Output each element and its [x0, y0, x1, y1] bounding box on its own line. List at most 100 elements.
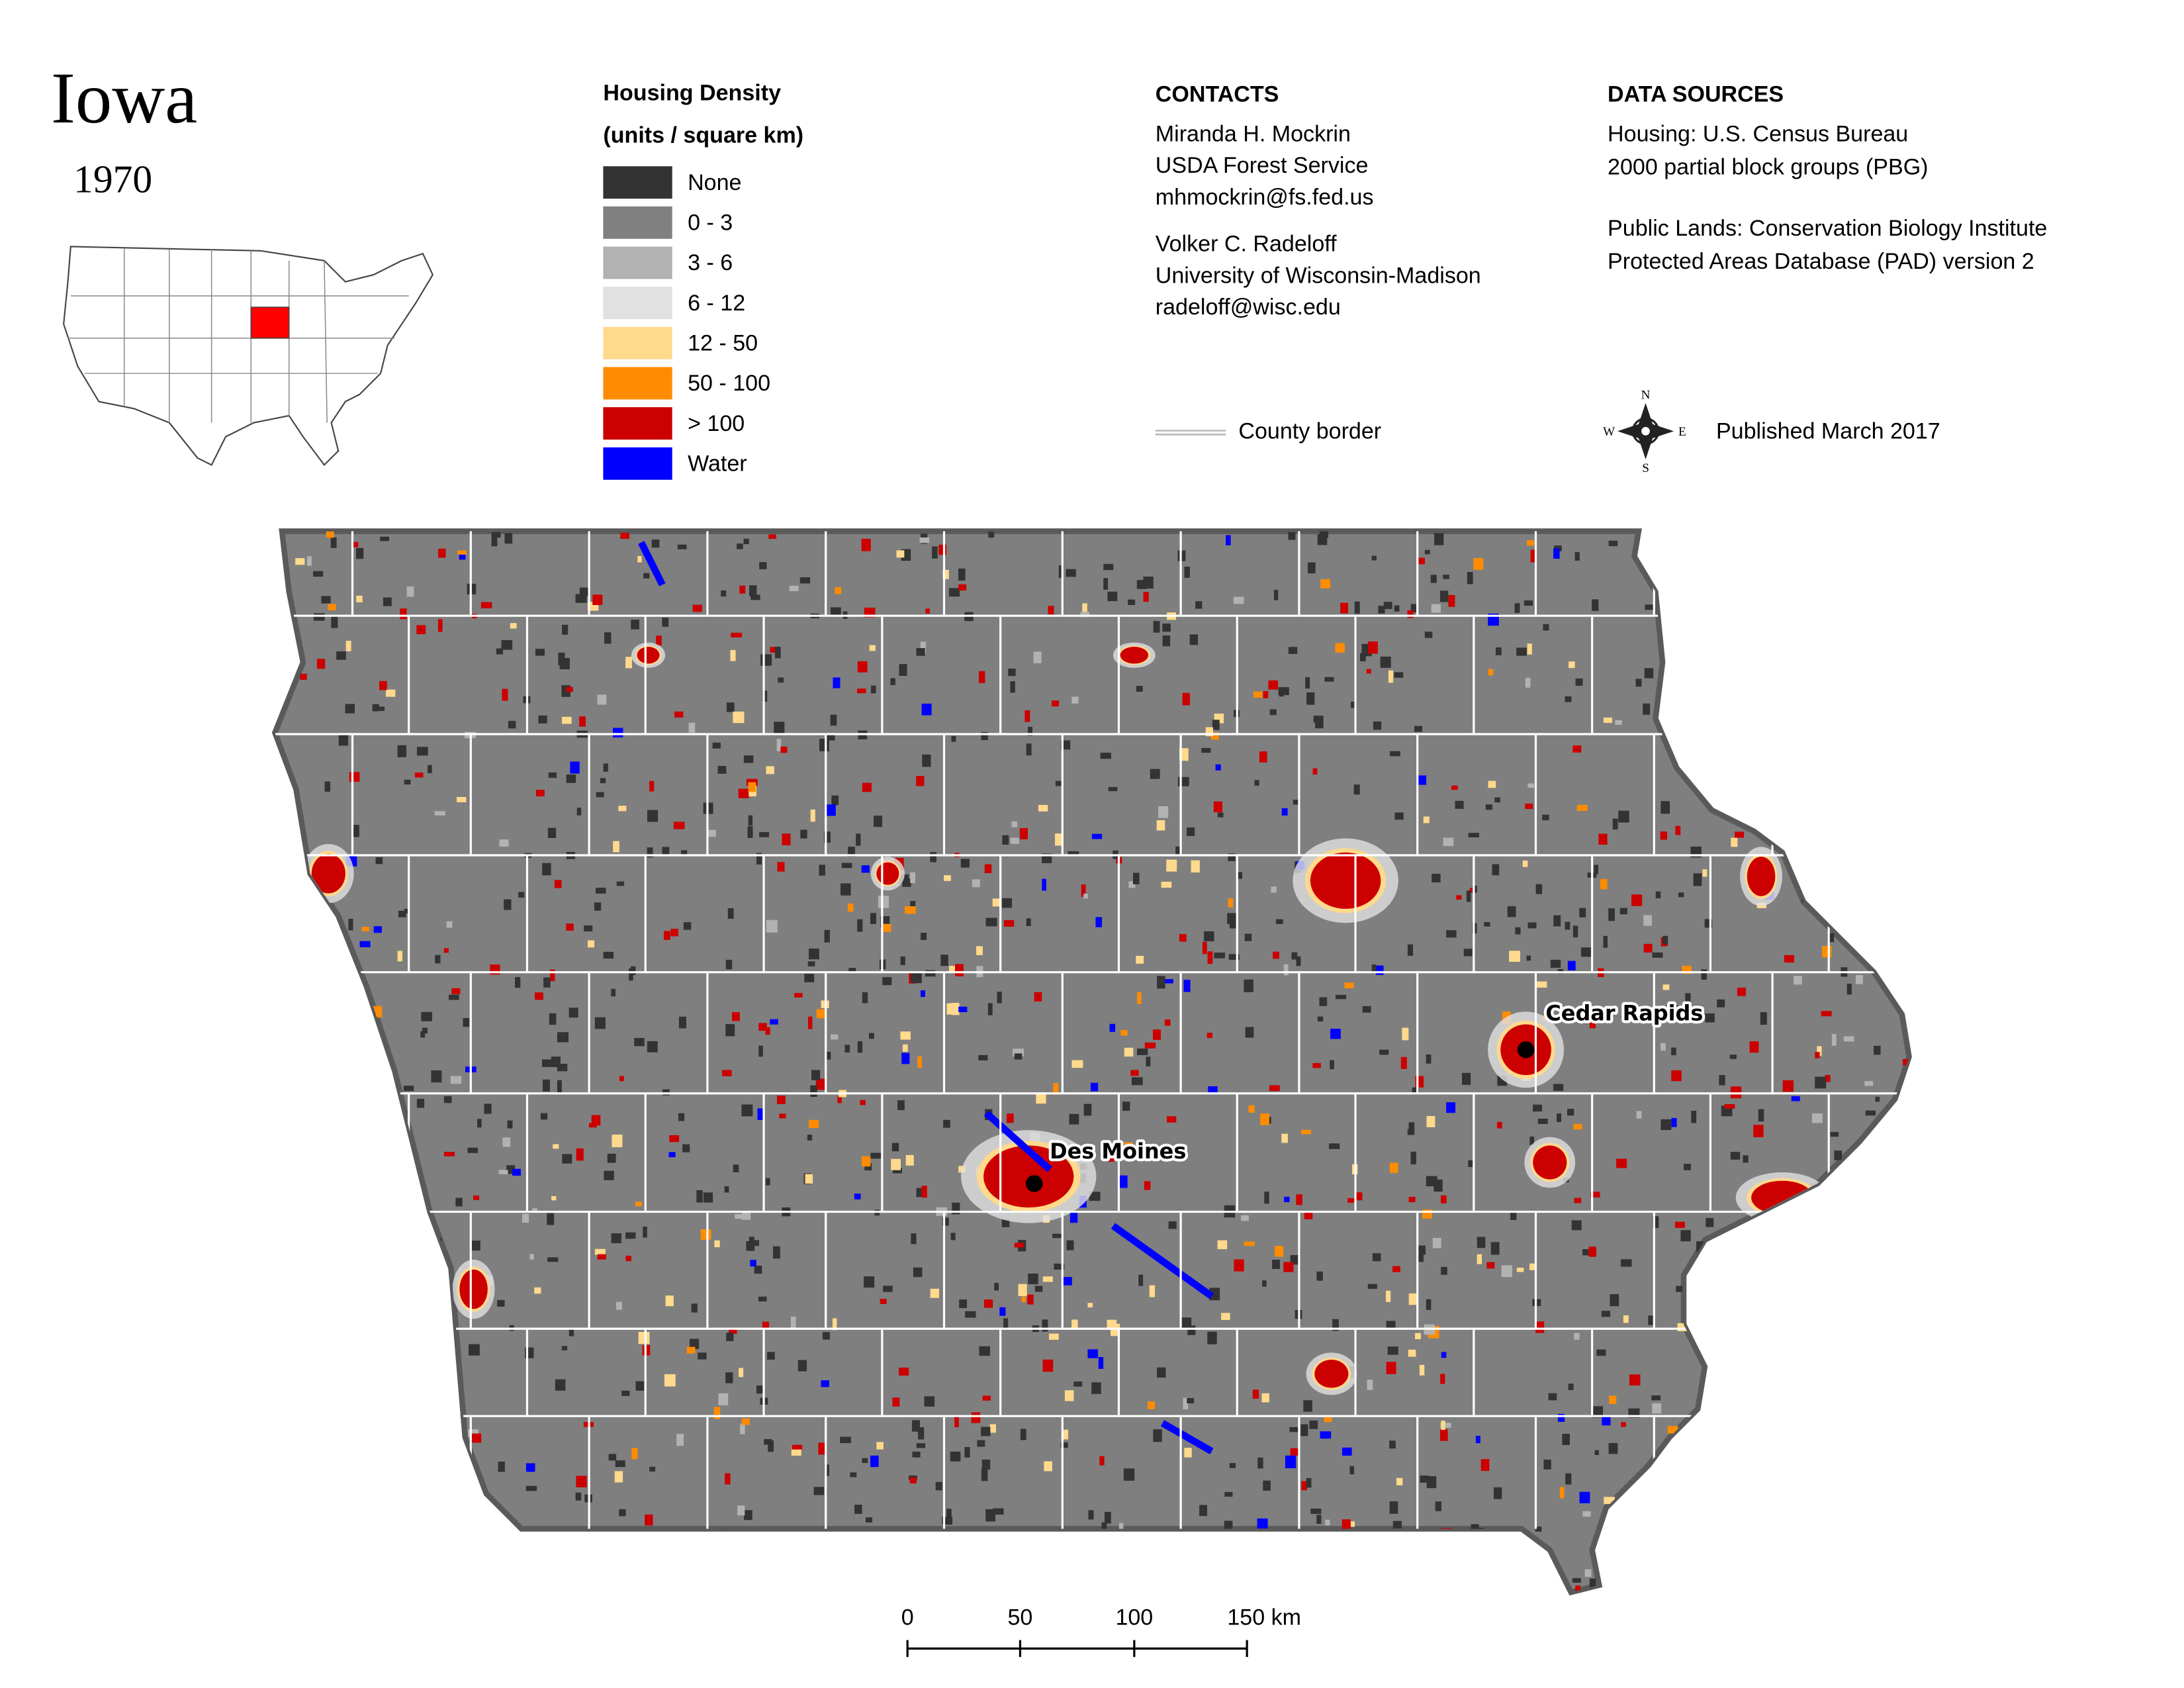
density-cell — [1228, 853, 1236, 861]
density-cell — [1109, 1023, 1116, 1032]
density-cell — [1101, 1522, 1107, 1534]
density-cell — [331, 616, 338, 628]
density-cell — [809, 948, 819, 960]
density-cell — [348, 1039, 359, 1052]
density-cell — [807, 961, 815, 966]
density-cell — [682, 1144, 690, 1152]
density-cell — [435, 955, 441, 964]
density-cell — [1026, 743, 1032, 756]
density-cell — [1432, 873, 1441, 882]
density-cell — [1144, 1181, 1151, 1190]
density-cell — [400, 608, 407, 620]
density-cell — [1720, 729, 1726, 735]
density-cell — [1623, 1315, 1629, 1323]
density-cell — [569, 1008, 578, 1018]
density-cell — [1378, 606, 1385, 614]
density-cell — [328, 1203, 335, 1213]
density-cell — [985, 917, 997, 927]
density-cell — [1543, 1459, 1551, 1470]
density-cell — [726, 1333, 734, 1341]
density-cell — [838, 1589, 849, 1593]
density-cell — [670, 1577, 678, 1589]
density-cell — [1284, 1196, 1290, 1203]
density-cell — [477, 1119, 482, 1128]
contact-line: radeloff@wisc.edu — [1156, 295, 1341, 320]
density-cell — [854, 1505, 862, 1515]
density-cell — [515, 977, 521, 988]
density-cell — [871, 685, 876, 694]
density-cell — [800, 829, 807, 839]
density-cell — [538, 715, 547, 724]
density-cell — [760, 654, 772, 666]
density-cell — [1574, 1333, 1580, 1340]
density-cell — [1797, 1252, 1805, 1265]
density-cell — [1643, 943, 1653, 953]
density-cell — [1281, 808, 1288, 816]
density-cell — [608, 1454, 617, 1461]
density-cell — [1105, 1511, 1111, 1524]
density-cell — [313, 613, 325, 621]
density-cell — [1497, 1121, 1502, 1129]
density-cell — [1305, 677, 1310, 689]
density-cell — [403, 1086, 414, 1092]
density-cell — [557, 1080, 562, 1093]
density-cell — [1590, 1192, 1600, 1198]
density-cell — [956, 1581, 966, 1593]
compass-ring — [1631, 417, 1660, 445]
density-cell — [438, 548, 446, 558]
density-cell — [498, 1170, 508, 1174]
density-cell — [674, 711, 684, 718]
density-cell — [1749, 1041, 1759, 1053]
density-cell — [434, 811, 445, 816]
density-cell — [1073, 1382, 1083, 1387]
density-cell — [348, 1465, 353, 1477]
density-cell — [1488, 669, 1494, 676]
density-cell — [799, 1531, 805, 1536]
density-cell — [1010, 837, 1019, 844]
density-cell — [437, 1507, 446, 1519]
density-cell — [1831, 1034, 1837, 1046]
contact-line: Miranda H. Mockrin — [1156, 121, 1351, 146]
density-cell — [1132, 872, 1140, 884]
density-cell — [1840, 1166, 1846, 1178]
density-cell — [780, 746, 788, 753]
density-cell — [910, 872, 915, 883]
density-cell — [1396, 1477, 1403, 1485]
density-cell — [1340, 602, 1349, 614]
density-cell — [1529, 1263, 1537, 1270]
density-cell — [807, 1135, 813, 1141]
density-cell — [1860, 779, 1872, 785]
density-cell — [1426, 1476, 1437, 1489]
density-cell — [1355, 1192, 1363, 1201]
contact-line: USDA Forest Service — [1156, 153, 1369, 178]
density-cell — [1229, 1463, 1236, 1468]
density-cell — [1234, 1259, 1244, 1272]
density-cell — [329, 1252, 336, 1264]
legend-swatch — [603, 326, 672, 359]
density-cell — [864, 1276, 875, 1288]
density-cell — [1835, 758, 1845, 765]
density-cell — [334, 1297, 344, 1308]
density-cell — [1830, 1132, 1839, 1137]
density-cell — [1466, 890, 1471, 902]
density-cell — [1716, 760, 1722, 766]
density-cell — [358, 1087, 368, 1100]
density-cell — [619, 1076, 624, 1082]
density-cell — [1390, 751, 1400, 757]
density-cell — [951, 1002, 960, 1015]
compass-center — [1641, 426, 1650, 436]
city-marker — [1517, 1041, 1535, 1058]
density-cell — [757, 1108, 764, 1120]
density-cell — [451, 1452, 459, 1460]
density-cell — [635, 1381, 645, 1391]
density-cell — [499, 1552, 509, 1559]
density-cell — [857, 1041, 863, 1053]
density-cell — [940, 955, 948, 966]
density-cell — [1300, 1424, 1308, 1436]
density-cell — [824, 831, 831, 843]
density-cell — [1769, 1394, 1776, 1401]
density-cell — [1846, 620, 1858, 632]
density-cell — [1652, 952, 1663, 958]
density-cell — [775, 647, 781, 659]
density-cell — [1780, 1472, 1787, 1483]
